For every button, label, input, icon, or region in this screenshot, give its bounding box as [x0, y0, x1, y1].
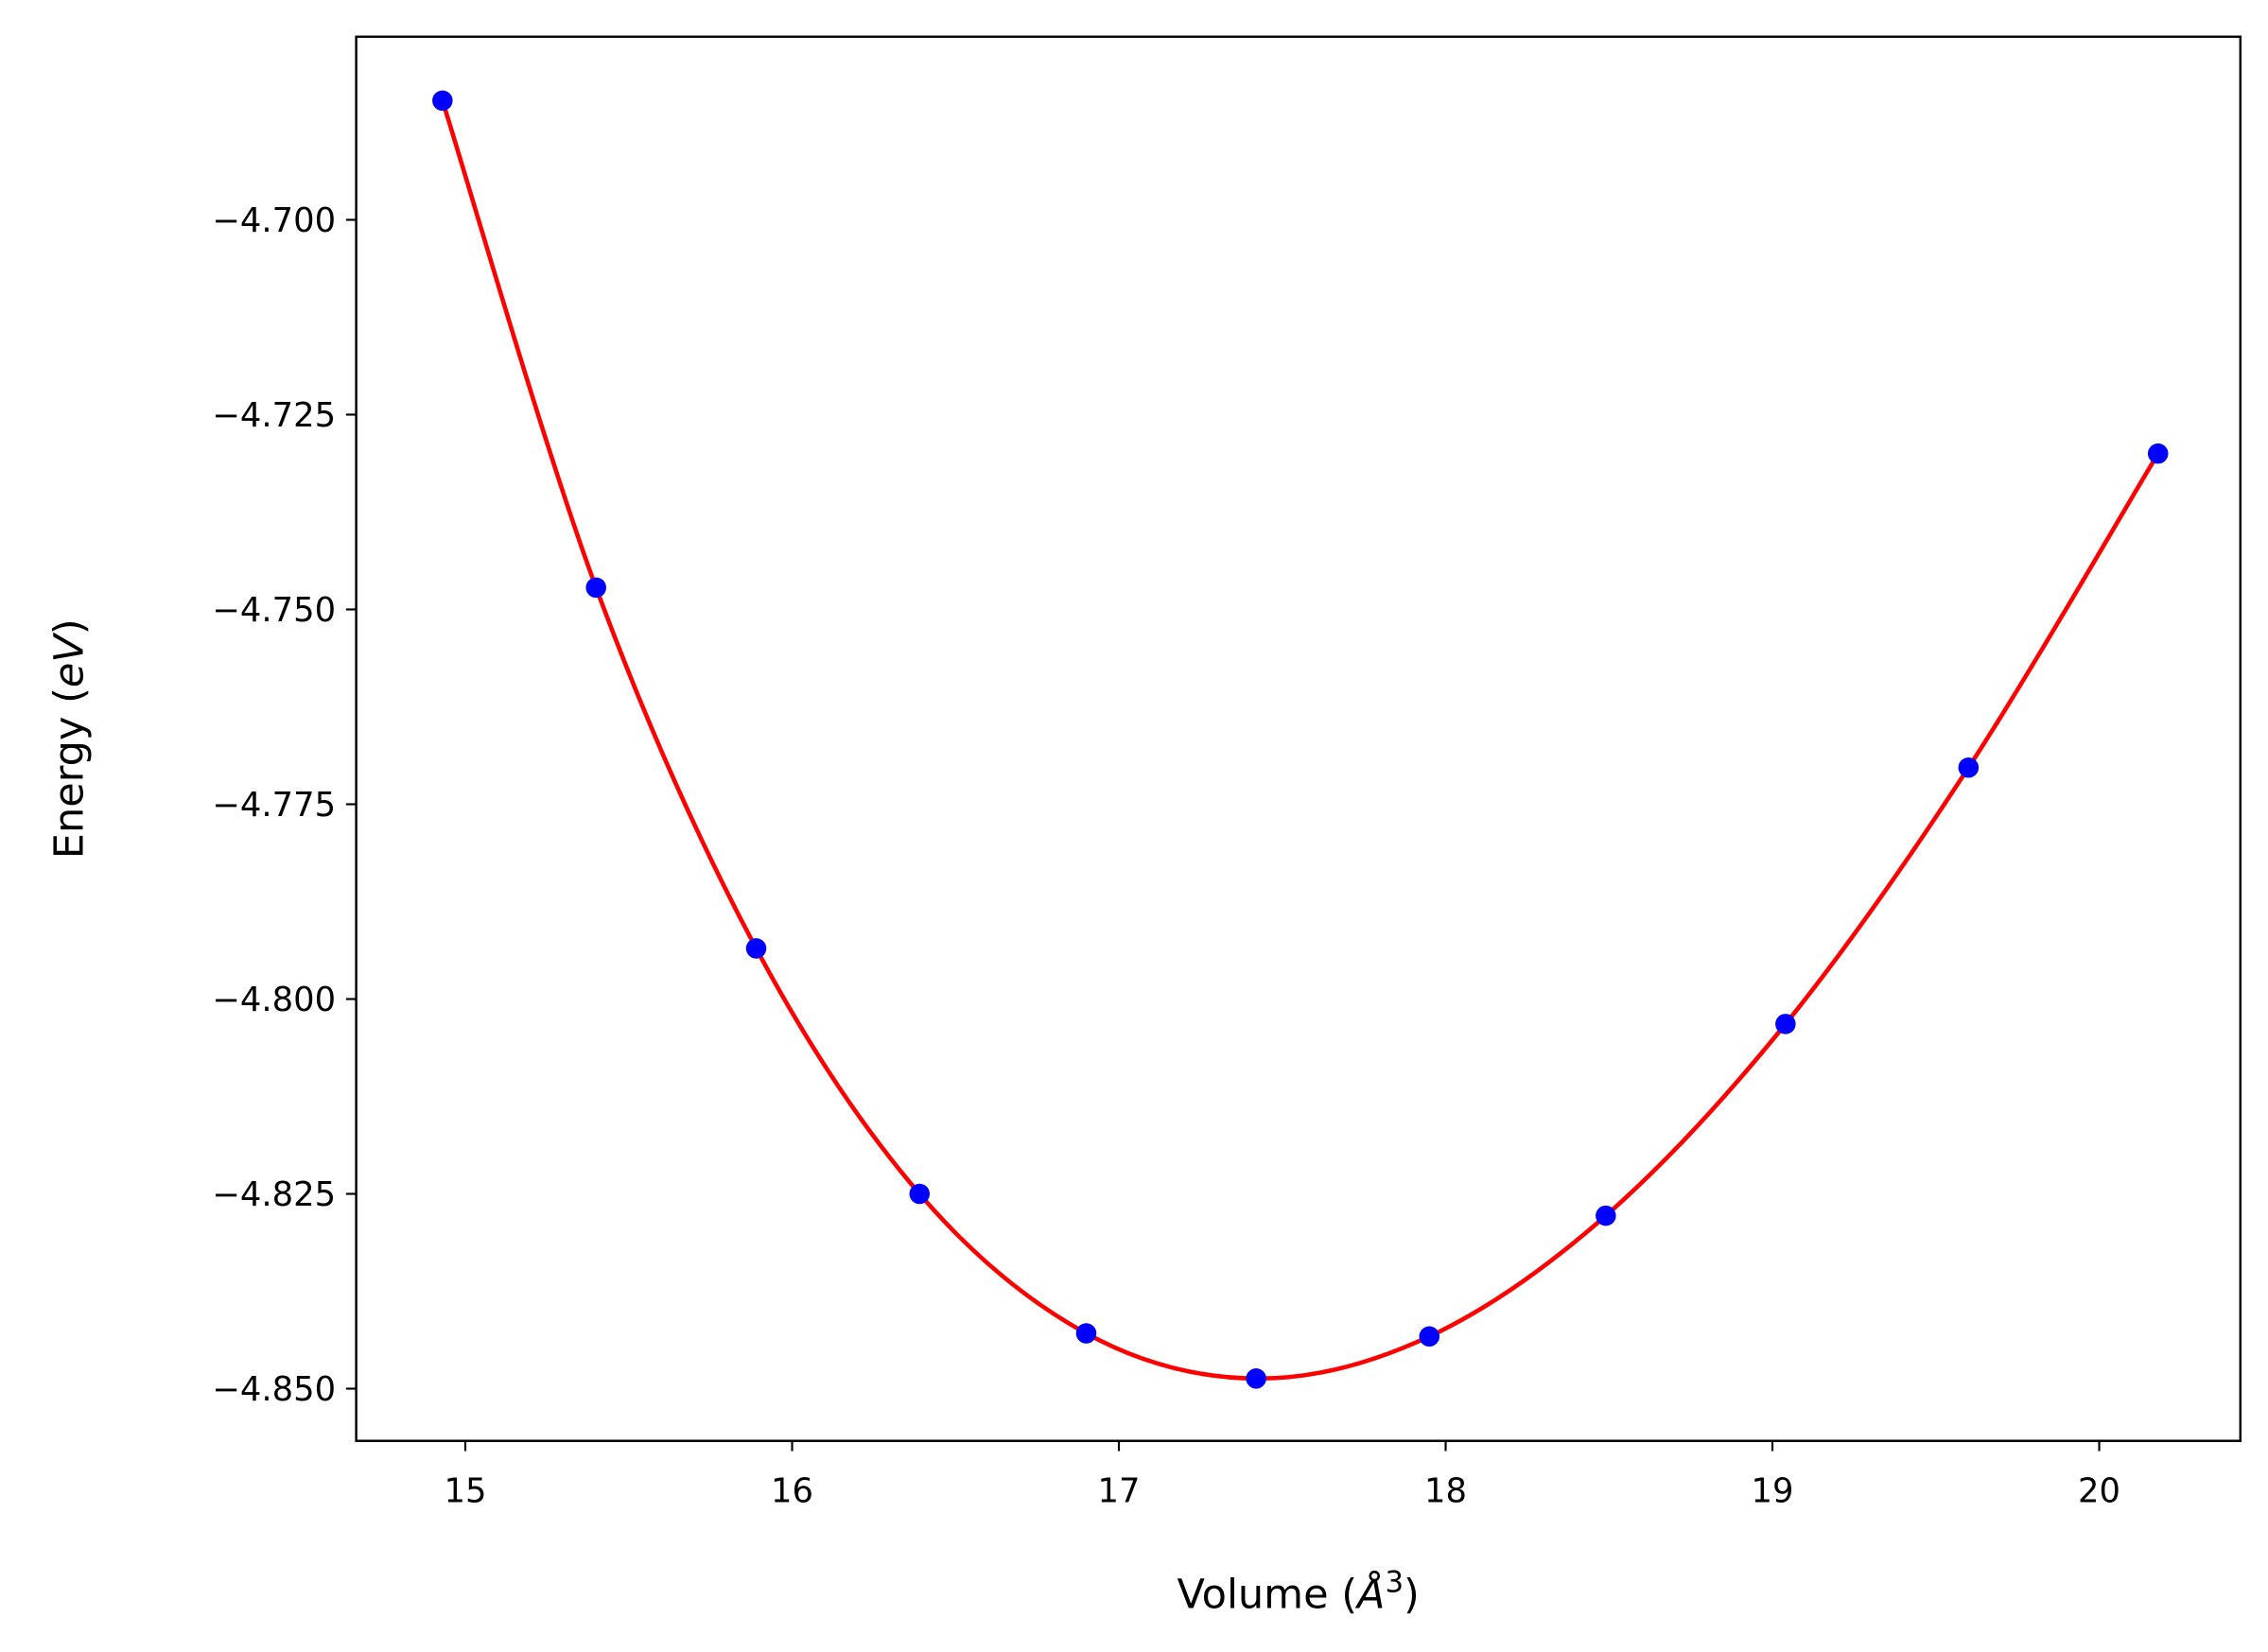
x-tick-label: 20 [2078, 1471, 2120, 1510]
y-tick-label: −4.850 [212, 1370, 336, 1409]
x-tick-label: 17 [1098, 1471, 1141, 1510]
data-point [432, 90, 453, 112]
data-point [1958, 756, 1980, 778]
data-point [2147, 443, 2169, 464]
x-tick-label: 16 [771, 1471, 813, 1510]
axes-frame [355, 35, 2242, 1442]
data-point [745, 938, 767, 959]
data-point [1596, 1205, 1616, 1226]
x-axis: 15 16 17 18 19 20 [445, 1440, 2120, 1510]
y-tick-label: −4.825 [212, 1175, 336, 1214]
data-point [1775, 1014, 1796, 1035]
x-tick-label: 15 [445, 1471, 487, 1510]
y-tick-label: −4.700 [212, 201, 336, 240]
y-axis-label: Energy (eV) [46, 618, 94, 859]
data-point [1246, 1368, 1266, 1389]
y-tick-label: −4.725 [212, 396, 336, 435]
y-tick-label: −4.775 [212, 786, 336, 825]
fit-curve [440, 99, 2160, 1382]
x-tick-label: 18 [1424, 1471, 1467, 1510]
y-tick-label: −4.750 [212, 591, 336, 630]
y-axis: −4.700 −4.725 −4.750 −4.775 −4.800 −4.825 −4.8… [212, 201, 357, 1409]
data-point [1075, 1323, 1097, 1344]
data-point [1419, 1326, 1440, 1348]
x-tick-label: 19 [1752, 1471, 1794, 1510]
data-point [909, 1183, 931, 1205]
y-tick-label: −4.800 [212, 981, 336, 1019]
x-axis-label: Volume (Å3) [1178, 1566, 1420, 1619]
plot-area [432, 90, 2169, 1389]
data-point [585, 577, 606, 599]
